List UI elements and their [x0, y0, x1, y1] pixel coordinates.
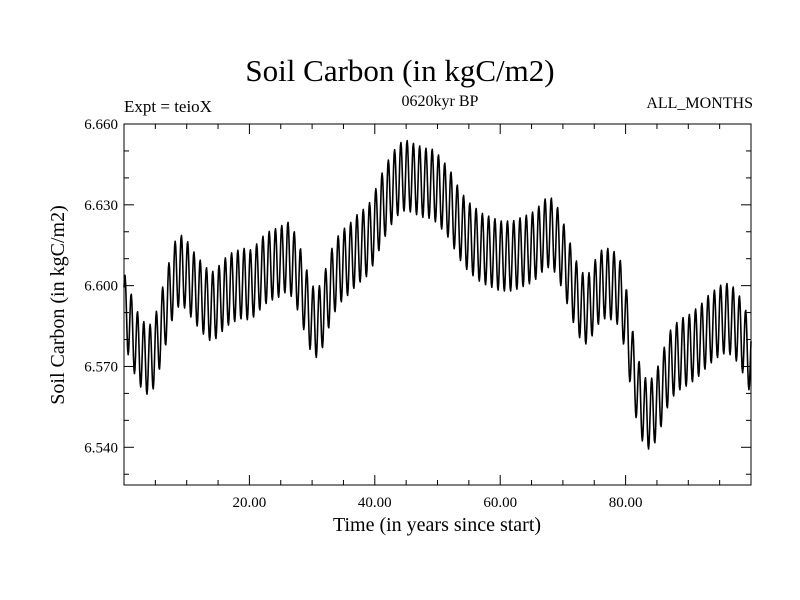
x-tick-label: 80.00 [609, 495, 643, 511]
months-label: ALL_MONTHS [646, 95, 753, 112]
y-tick-label: 6.600 [84, 279, 118, 295]
tick-labels: 20.00 40.00 60.00 80.00 6.540 6.570 6.600 6.630… [84, 117, 642, 511]
chart-title: Soil Carbon (in kgC/m2) [245, 53, 555, 88]
series-line-soil-carbon [123, 139, 752, 450]
x-tick-label: 60.00 [483, 495, 517, 511]
y-axis-label: Soil Carbon (in kgC/m2) [47, 205, 69, 404]
y-tick-label: 6.540 [84, 440, 118, 456]
x-tick-label: 20.00 [233, 495, 267, 511]
period-label: 0620kyr BP [401, 93, 479, 110]
plot-frame [123, 123, 752, 486]
y-tick-label: 6.660 [84, 117, 118, 133]
x-axis-label: Time (in years since start) [333, 514, 541, 536]
y-tick-label: 6.630 [84, 198, 118, 214]
experiment-label: Expt = teioX [124, 97, 212, 116]
y-tick-label: 6.570 [84, 359, 118, 375]
x-tick-label: 40.00 [358, 495, 392, 511]
